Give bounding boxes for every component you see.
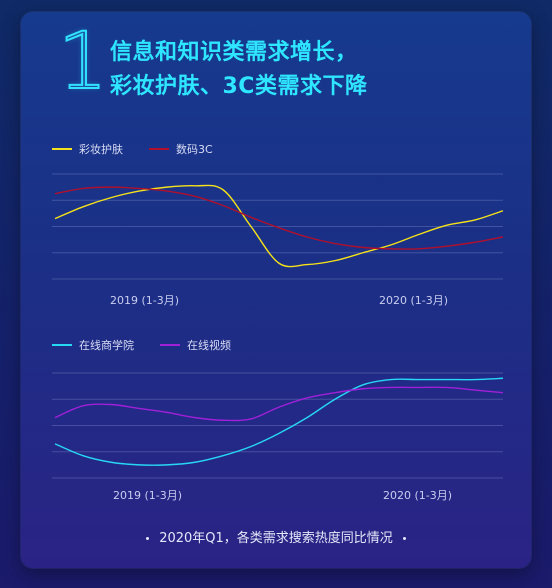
- chart-1-xtick: 2020 (1-3月): [379, 294, 449, 307]
- legend-item-series-1: 彩妆护肤: [52, 141, 123, 157]
- chart-1-series-2-line: [54, 186, 504, 250]
- legend-label: 数码3C: [176, 143, 213, 156]
- headline: 信息和知识类需求增长， 彩妆护肤、3C类需求下降: [110, 36, 367, 104]
- chart-2-series-1-line: [54, 377, 504, 466]
- legend-swatch-series-2: [149, 148, 169, 150]
- chart-1-legend: 彩妆护肤 数码3C: [52, 141, 213, 157]
- footer-caption: 2020年Q1，各类需求搜索热度同比情况: [0, 527, 552, 546]
- legend-label: 彩妆护肤: [79, 143, 123, 156]
- legend-item-series-2: 数码3C: [149, 141, 213, 157]
- legend-item-series-1: 在线商学院: [52, 337, 134, 353]
- bullet-dot-right: [402, 537, 406, 540]
- section-number: 1: [57, 17, 109, 107]
- legend-swatch-series-1: [52, 344, 72, 346]
- infographic-card: [21, 12, 531, 568]
- chart-2-legend: 在线商学院 在线视频: [52, 337, 231, 353]
- legend-swatch-series-2: [160, 344, 180, 346]
- headline-line-2: 彩妆护肤、3C类需求下降: [110, 74, 368, 99]
- legend-swatch-series-1: [52, 148, 72, 150]
- chart-1-series-1-line: [54, 184, 504, 268]
- footer-text: 2020年Q1，各类需求搜索热度同比情况: [159, 531, 393, 546]
- chart-1-xtick: 2019 (1-3月): [110, 294, 180, 307]
- bullet-dot-left: [146, 537, 150, 540]
- legend-label: 在线商学院: [79, 339, 134, 352]
- chart-2-xtick: 2019 (1-3月): [113, 489, 183, 502]
- legend-label: 在线视频: [187, 339, 231, 352]
- legend-item-series-2: 在线视频: [160, 337, 231, 353]
- headline-line-1: 信息和知识类需求增长，: [110, 40, 358, 65]
- chart-2-series-2-line: [54, 386, 504, 422]
- chart-2-xtick: 2020 (1-3月): [383, 489, 453, 502]
